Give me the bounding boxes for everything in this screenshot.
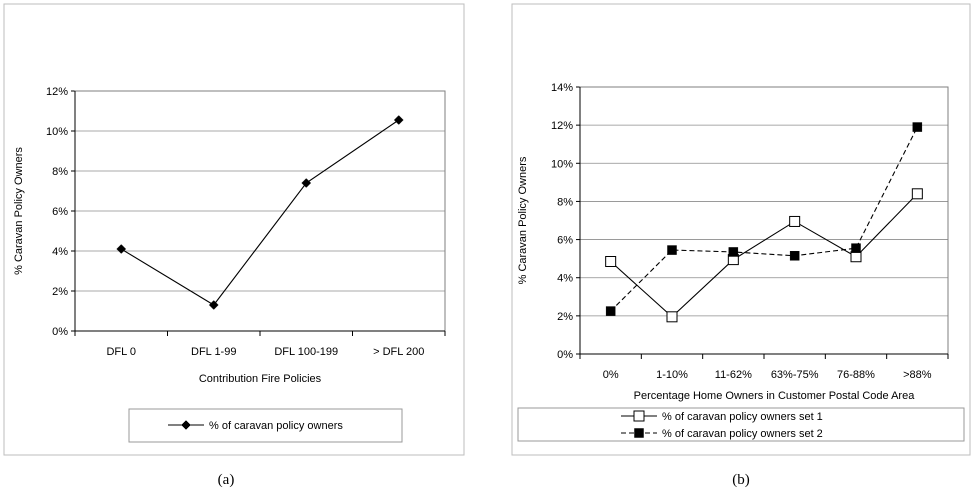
y-tick-label-a-2: 4% (52, 246, 68, 258)
data-point-b-2-1 (667, 245, 677, 255)
data-point-b-1-4 (850, 251, 862, 263)
y-tick-label-b-3: 6% (557, 235, 573, 247)
data-point-b-1-1 (666, 311, 678, 323)
chart-frame-b (511, 3, 971, 456)
x-tick-label-b-4: 76-88% (837, 369, 875, 381)
y-tick-label-b-2: 4% (557, 273, 573, 285)
x-tick-label-b-3: 63%-75% (771, 369, 819, 381)
y-tick-label-a-5: 10% (46, 126, 68, 138)
y-tick-label-b-7: 14% (551, 82, 573, 94)
legend-marker-a-1 (181, 420, 191, 430)
data-point-b-1-5 (911, 188, 923, 200)
x-axis-label-b: Percentage Home Owners in Customer Posta… (634, 390, 916, 402)
y-tick-label-a-6: 12% (46, 86, 68, 98)
legend-marker-b-1 (633, 410, 645, 422)
series-line-a-1 (120, 119, 400, 306)
chart-frame-a (3, 3, 465, 456)
x-tick-label-b-2: 11-62% (715, 369, 752, 381)
data-point-b-2-2 (728, 247, 739, 257)
y-tick-label-b-1: 2% (557, 311, 573, 323)
y-axis-label-b: % Caravan Policy Owners (517, 156, 529, 284)
x-tick-label-a-0: DFL 0 (106, 346, 136, 358)
x-axis-label-a: Contribution Fire Policies (199, 373, 322, 385)
data-point-a-1-0 (116, 244, 127, 254)
data-point-b-2-4 (851, 243, 861, 253)
chart-b: 0% 2% 4% 6% 8% 10% 12% 14% 0% 1-10% 11-62% 63%-75% 7… (511, 3, 971, 488)
y-tick-label-a-0: 0% (52, 326, 68, 338)
data-point-b-2-0 (605, 306, 616, 316)
y-tick-label-a-4: 8% (52, 166, 68, 178)
y-axis-label-a: % Caravan Policy Owners (13, 147, 25, 275)
data-point-b-1-3 (789, 215, 801, 227)
caption-b: (b) (732, 472, 750, 488)
x-tick-label-a-3: > DFL 200 (373, 346, 424, 358)
series-line-b-2 (610, 126, 918, 312)
series-line-b-1 (610, 193, 918, 318)
x-tick-label-b-5: >88% (903, 369, 932, 381)
legend-label-b-1: % of caravan policy owners set 1 (662, 411, 823, 423)
legend-marker-b-2 (634, 428, 644, 438)
x-tick-label-a-1: DFL 1-99 (191, 346, 236, 358)
data-point-a-1-2 (301, 178, 312, 188)
data-point-b-2-5 (912, 122, 923, 132)
y-tick-label-b-5: 10% (551, 158, 573, 170)
y-tick-label-a-1: 2% (52, 286, 68, 298)
y-tick-label-b-0: 0% (557, 349, 573, 361)
legend-box-b (517, 407, 965, 442)
data-point-b-2-3 (789, 251, 800, 261)
y-tick-label-b-4: 8% (557, 196, 573, 208)
legend-label-b-2: % of caravan policy owners set 2 (662, 428, 823, 440)
y-tick-label-a-3: 6% (52, 206, 68, 218)
caption-a: (a) (218, 472, 235, 488)
y-tick-label-b-6: 12% (551, 120, 573, 132)
x-tick-label-b-0: 0% (603, 369, 619, 381)
x-tick-label-a-2: DFL 100-199 (274, 346, 338, 358)
legend-label-a-1: % of caravan policy owners (209, 420, 343, 432)
data-point-a-1-1 (208, 300, 219, 310)
x-tick-label-b-1: 1-10% (656, 369, 688, 381)
data-point-b-1-0 (605, 256, 617, 268)
chart-a: 0% 2% 4% 6% 8% 10% 12% DFL 0 DFL 1-99 DFL 100-199… (3, 3, 465, 488)
data-point-a-1-3 (393, 115, 404, 125)
